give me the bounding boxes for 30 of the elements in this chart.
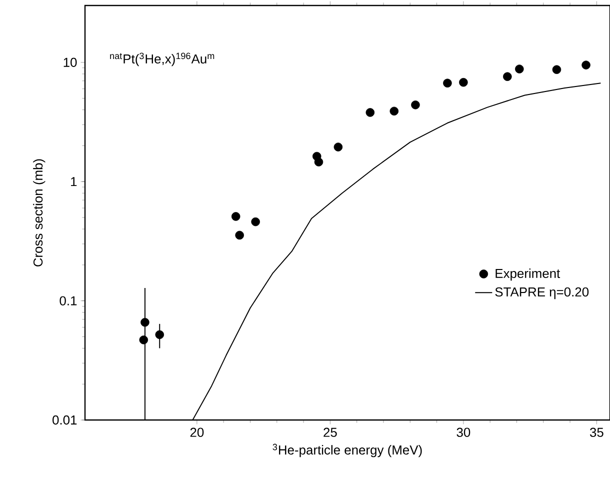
x-axis-title: $^{3}$He-particle energy (MeV) [272, 444, 422, 458]
x-tick-label: 20 [190, 428, 204, 437]
point [334, 142, 343, 152]
legend-label: Experiment [496, 268, 560, 281]
point [503, 72, 512, 81]
point [155, 330, 164, 340]
point [515, 64, 524, 74]
y-tick-label: 0.01 [52, 415, 77, 425]
x-tick-label: 30 [456, 428, 470, 437]
x-tick-label: 25 [324, 428, 337, 437]
point [582, 60, 590, 70]
point [251, 217, 260, 226]
point [314, 158, 324, 166]
y-tick-label: 10 [64, 58, 77, 67]
point [140, 318, 150, 327]
y-axis-title: Cross section (mb) [33, 159, 46, 266]
point [139, 336, 148, 344]
point [552, 65, 562, 74]
y-tick-label: 0.1 [60, 296, 77, 306]
point [235, 230, 244, 240]
point [443, 78, 452, 88]
point [231, 212, 240, 221]
point [366, 108, 375, 117]
annotation: $^{nat}$Pt($^{3}$He,x)$^{196}$Au$^{m}$ [110, 52, 214, 66]
point [390, 106, 399, 116]
point [411, 100, 420, 110]
legend-label: STAPRE η=0.20 [495, 287, 589, 300]
y-tick-label: 1 [71, 177, 77, 186]
point [459, 78, 468, 87]
x-tick-label: 35 [590, 428, 604, 437]
